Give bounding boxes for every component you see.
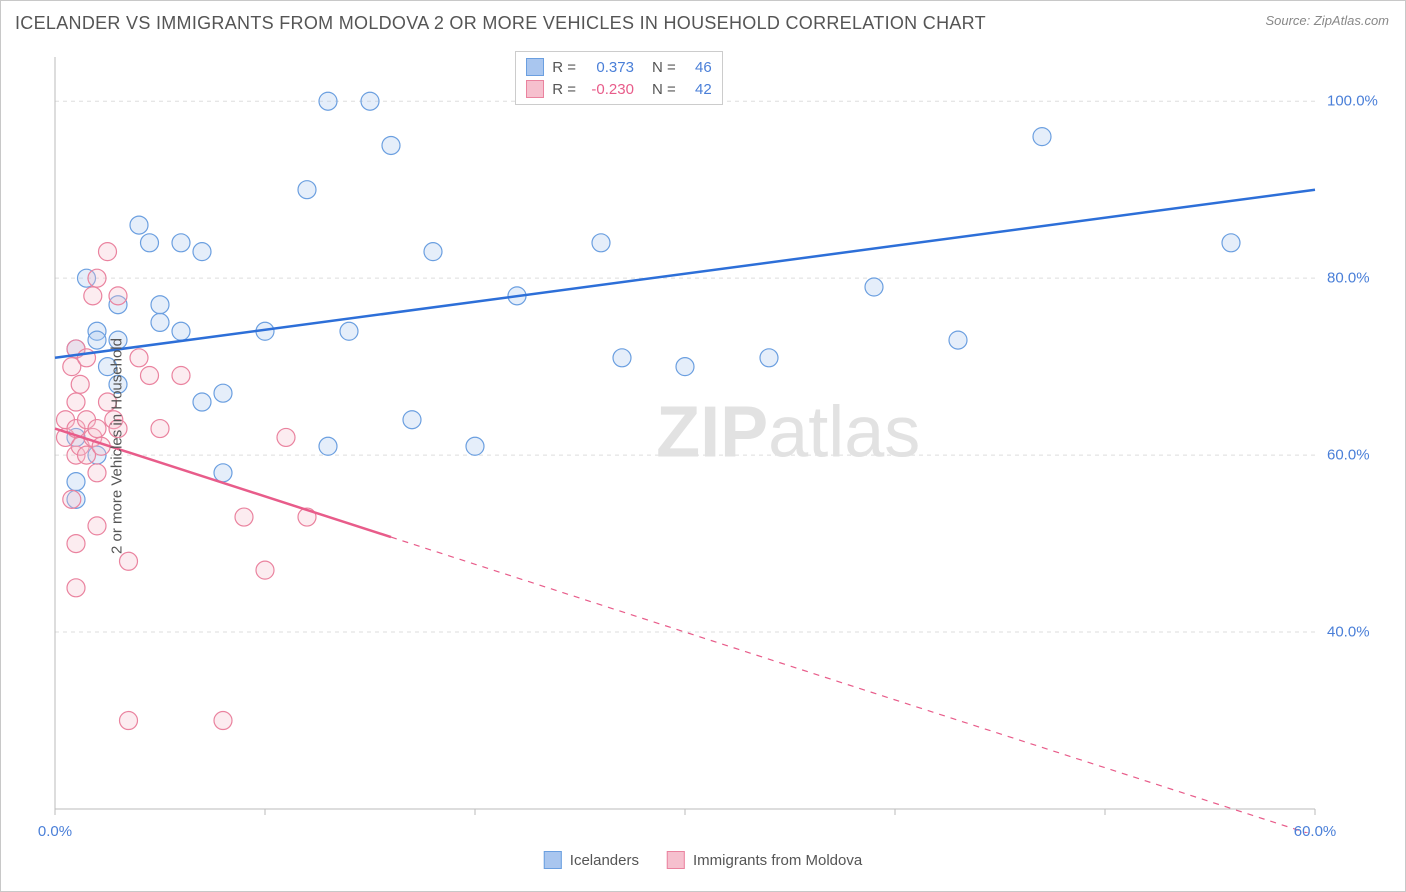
bottom-legend: Icelanders Immigrants from Moldova (544, 851, 862, 869)
y-axis-label: 2 or more Vehicles in Household (108, 338, 125, 554)
stats-row: R = -0.230 N = 42 (526, 78, 712, 100)
legend-label: Immigrants from Moldova (693, 852, 862, 869)
scatter-plot: ZIPatlas R = 0.373 N = 46 R = -0.230 N = 42 (49, 49, 1393, 833)
legend-swatch-icon (667, 851, 685, 869)
stats-n-value: 46 (684, 59, 712, 76)
source-label: Source: ZipAtlas.com (1265, 13, 1389, 28)
stats-swatch-icon (526, 80, 544, 98)
stats-n-value: 42 (684, 81, 712, 98)
y-tick-label: 60.0% (1327, 447, 1370, 464)
chart-container: ICELANDER VS IMMIGRANTS FROM MOLDOVA 2 O… (0, 0, 1406, 892)
y-tick-label: 100.0% (1327, 93, 1378, 110)
y-tick-label: 80.0% (1327, 270, 1370, 287)
stats-swatch-icon (526, 58, 544, 76)
legend-item-icelanders: Icelanders (544, 851, 639, 869)
stats-r-label: R = (552, 59, 576, 76)
stats-r-value: -0.230 (584, 81, 634, 98)
stats-n-label: N = (652, 81, 676, 98)
y-tick-label: 40.0% (1327, 624, 1370, 641)
x-tick-label: 0.0% (38, 823, 72, 840)
stats-row: R = 0.373 N = 46 (526, 56, 712, 78)
stats-box: R = 0.373 N = 46 R = -0.230 N = 42 (515, 51, 723, 105)
svg-text:ZIPatlas: ZIPatlas (656, 393, 920, 473)
stats-r-value: 0.373 (584, 59, 634, 76)
stats-r-label: R = (552, 81, 576, 98)
legend-swatch-icon (544, 851, 562, 869)
stats-n-label: N = (652, 59, 676, 76)
chart-title: ICELANDER VS IMMIGRANTS FROM MOLDOVA 2 O… (15, 13, 986, 34)
legend-item-moldova: Immigrants from Moldova (667, 851, 862, 869)
x-tick-label: 60.0% (1294, 823, 1337, 840)
legend-label: Icelanders (570, 852, 639, 869)
